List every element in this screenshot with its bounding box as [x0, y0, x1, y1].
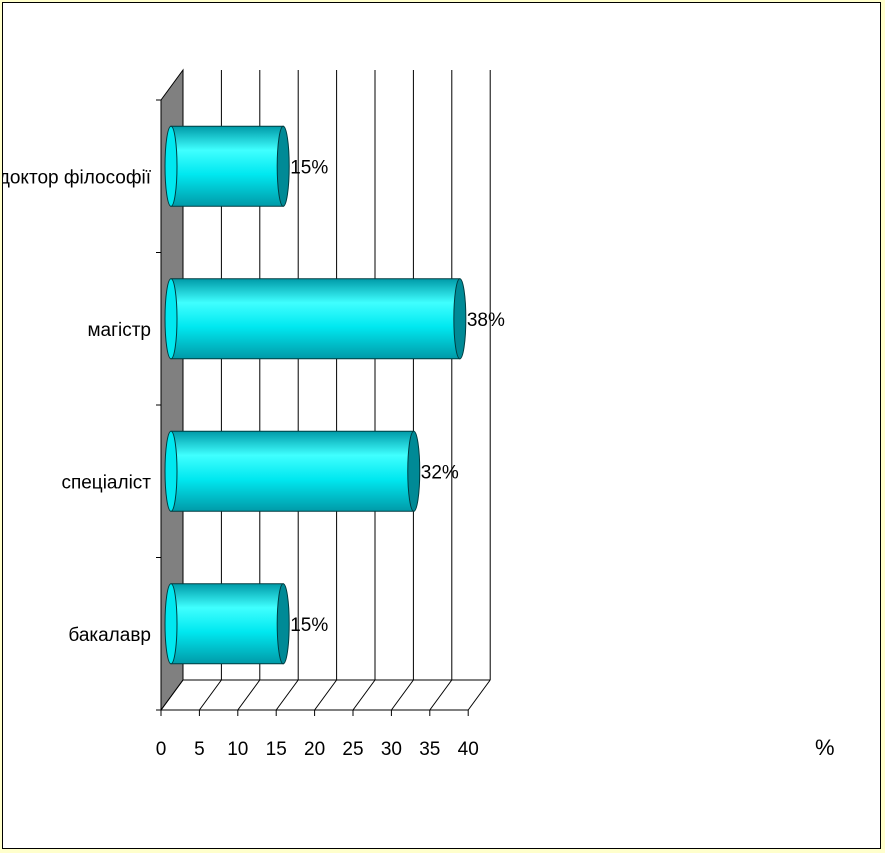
- bar-end-cap: [407, 430, 421, 512]
- axes: [156, 99, 469, 716]
- bar-body: [170, 278, 461, 360]
- labels: 0 5 10 15 20 25 30 35 40 15% бакалавр 32% спеціаліст…: [3, 157, 505, 760]
- bar-body: [170, 583, 284, 665]
- bar-start-cap: [164, 125, 178, 207]
- gridlines: [160, 70, 491, 711]
- x-tick-label: 0: [156, 739, 167, 760]
- bar-end-cap: [453, 278, 467, 360]
- bar-value-label: 15%: [290, 615, 328, 636]
- x-tick-label: 40: [458, 739, 479, 760]
- bar-value-label: 15%: [290, 157, 328, 178]
- bar-body: [170, 430, 415, 512]
- floor-gridline: [198, 679, 222, 711]
- bar: [164, 583, 290, 665]
- bar: [164, 278, 467, 360]
- bar-start-cap: [164, 583, 178, 665]
- x-tick-label: 35: [419, 739, 440, 760]
- bar-value-label: 38%: [467, 310, 505, 331]
- bar-start-cap: [164, 278, 178, 360]
- category-label: бакалавр: [68, 625, 151, 646]
- floor-gridline: [390, 679, 414, 711]
- x-tick-label: 25: [342, 739, 363, 760]
- category-label: спеціаліст: [61, 472, 151, 493]
- bar-body: [170, 125, 284, 207]
- floor-gridline: [237, 679, 261, 711]
- category-label: доктор філософії: [3, 167, 152, 188]
- x-tick-label: 10: [227, 739, 248, 760]
- x-tick-label: 5: [194, 739, 205, 760]
- x-axis-unit: %: [815, 735, 835, 760]
- bar-value-label: 32%: [421, 462, 459, 483]
- bar: [164, 430, 421, 512]
- floor-gridline: [352, 679, 376, 711]
- bar-chart: 0 5 10 15 20 25 30 35 40 15% бакалавр 32% спеціаліст…: [3, 68, 835, 760]
- floor-gridline: [160, 679, 184, 711]
- bar-start-cap: [164, 430, 178, 512]
- category-label: магістр: [87, 320, 151, 341]
- floor-gridline: [275, 679, 299, 711]
- x-tick-label: 30: [381, 739, 402, 760]
- bar-end-cap: [276, 125, 290, 207]
- bars: [164, 125, 467, 665]
- bar: [164, 125, 290, 207]
- floor-gridline: [314, 679, 338, 711]
- floor-gridline: [429, 679, 453, 711]
- bar-end-cap: [276, 583, 290, 665]
- floor-gridline: [467, 679, 491, 711]
- x-tick-label: 20: [304, 739, 325, 760]
- x-tick-label: 15: [266, 739, 287, 760]
